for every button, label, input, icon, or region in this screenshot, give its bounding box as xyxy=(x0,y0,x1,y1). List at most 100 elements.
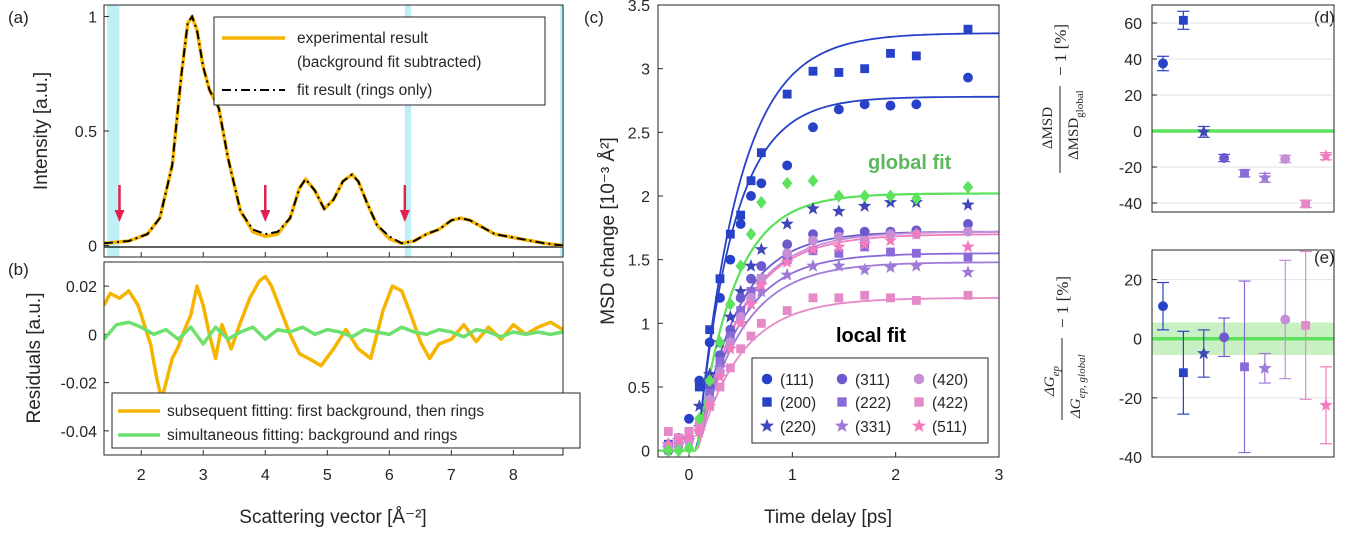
point-square-1-10 xyxy=(782,89,792,99)
point-star-2-16 xyxy=(961,197,975,211)
point-star-8-7 xyxy=(734,316,748,329)
point-circle-3-9 xyxy=(756,261,767,271)
point-star-5-11 xyxy=(806,259,820,272)
fit-curve-5 xyxy=(658,261,999,452)
fit-curve-4 xyxy=(658,252,999,452)
legend-a-label-2: fit result (rings only) xyxy=(297,82,432,99)
point-star-2-3 xyxy=(692,399,706,412)
point-d-5 xyxy=(1258,170,1272,184)
ylabel-e-denominator: ΔGep, global xyxy=(1068,354,1088,419)
fit-curve-8 xyxy=(658,233,999,452)
ylabel-c: MSD change [10⁻³ Å²] xyxy=(598,137,619,324)
point-star-8-1 xyxy=(672,433,686,447)
point-star-2-9 xyxy=(754,242,768,256)
point-star-5-16 xyxy=(961,265,975,279)
panel-label-d: (d) xyxy=(1314,8,1335,27)
point-star-8-5 xyxy=(713,369,727,383)
point-e-3 xyxy=(1219,332,1230,343)
point-square-1-5 xyxy=(715,274,725,284)
point-square-1-11 xyxy=(808,66,818,76)
point-square-1-9 xyxy=(756,148,766,158)
point-diamond-9-14 xyxy=(885,189,896,203)
point-circle-0-10 xyxy=(782,160,793,171)
point-square-7-7 xyxy=(736,344,746,354)
point-star-5-13 xyxy=(858,262,872,276)
point-circle-0-13 xyxy=(859,99,870,110)
xtick-label-b-4: 6 xyxy=(385,467,394,484)
legend-c-label-3: (311) xyxy=(855,372,890,389)
shaded-region-1 xyxy=(404,5,412,257)
point-star-8-9 xyxy=(754,278,768,291)
point-diamond-9-2 xyxy=(683,441,695,455)
axes-frame-d xyxy=(1151,4,1335,213)
ytick-label-e-2: 0 xyxy=(1133,332,1142,349)
panel-label-c: (c) xyxy=(584,8,604,27)
series-fit xyxy=(104,14,563,247)
point-e-0 xyxy=(1158,301,1168,312)
fit-curve-0 xyxy=(658,95,999,452)
legend-a-label-1b: (background fit subtracted) xyxy=(297,54,481,71)
axes-frame-a xyxy=(103,4,564,258)
ytick-label-c-6: 3 xyxy=(641,62,650,79)
legend-b-label-1: subsequent fitting: first background, th… xyxy=(167,403,484,420)
xtick-label-b-2: 4 xyxy=(261,467,270,484)
xtick-label-b-6: 8 xyxy=(509,467,518,484)
panel-e-plot: -40 -20 0 20 ΔGep ΔGep, global − 1 [%] xyxy=(1042,249,1335,467)
point-square-4-12 xyxy=(834,248,844,258)
xtick-label-c-2: 2 xyxy=(891,467,900,484)
point-diamond-9-10 xyxy=(781,176,793,190)
point-star-2-11 xyxy=(806,201,820,215)
point-diamond-9-7 xyxy=(735,259,746,273)
xtick-label-c-0: 0 xyxy=(685,467,694,484)
ytick-label-d-2: 0 xyxy=(1133,124,1142,141)
point-circle-0-11 xyxy=(808,122,818,133)
legend-c-label-6: (420) xyxy=(932,372,968,389)
point-star-8-10 xyxy=(780,255,794,268)
point-square-1-7 xyxy=(736,210,746,220)
point-circle-6-16 xyxy=(963,226,973,237)
point-star-8-0 xyxy=(661,437,675,450)
point-square-7-16 xyxy=(963,290,973,300)
panel-a-plot: 0 0.5 1 Intensity [a.u.] experimental resu… xyxy=(31,4,564,258)
point-diamond-9-12 xyxy=(833,189,845,203)
point-circle-0-5 xyxy=(715,292,725,303)
point-circle-0-14 xyxy=(885,100,896,111)
panel-label-e: (e) xyxy=(1314,248,1335,267)
legend-c-marker-8 xyxy=(911,418,927,432)
point-circle-6-12 xyxy=(833,231,844,242)
legend-c: (111) (200) (220) (311) (222) (331) (420) (422)… xyxy=(751,357,989,444)
annotation-local-fit: local fit xyxy=(836,325,906,347)
point-square-7-15 xyxy=(911,295,921,305)
point-diamond-9-1 xyxy=(673,444,684,458)
ylabel-e-tail: − 1 [%] xyxy=(1053,276,1072,328)
point-circle-6-10 xyxy=(782,248,793,259)
point-d-1 xyxy=(1178,15,1188,25)
fit-curve-1 xyxy=(658,32,999,452)
point-circle-0-9 xyxy=(756,178,767,189)
point-square-1-15 xyxy=(911,51,921,61)
axes-frame-e xyxy=(1151,249,1335,458)
point-square-7-6 xyxy=(725,363,735,373)
panel-label-a: (a) xyxy=(8,8,29,27)
point-square-1-12 xyxy=(834,68,844,77)
point-circle-0-7 xyxy=(735,219,746,229)
series-residual-1 xyxy=(104,320,563,346)
panel-label-b: (b) xyxy=(8,260,29,279)
legend-c-label-2: (220) xyxy=(780,419,816,436)
ytick-label-d-4: 40 xyxy=(1124,52,1142,69)
series-residual-0 xyxy=(104,274,563,402)
panel-c-plot: 0 0.5 1 1.5 2 2.5 3 3.5 0 1 2 3 MSD change [10⁻³ Å²… xyxy=(598,0,1004,528)
ytick-label-b-3: 0.02 xyxy=(66,279,97,296)
point-square-7-0 xyxy=(663,427,673,436)
ylabel-d-numerator: ΔMSD xyxy=(1040,107,1056,149)
arrow-head-0 xyxy=(114,210,125,222)
ytick-label-a-0: 0 xyxy=(88,239,97,256)
point-diamond-9-15 xyxy=(911,192,922,206)
point-diamond-9-6 xyxy=(725,297,736,311)
ytick-label-b-2: 0 xyxy=(88,327,97,344)
point-star-2-6 xyxy=(723,309,737,323)
ytick-label-c-3: 1.5 xyxy=(628,253,650,270)
ytick-label-a-1: 0.5 xyxy=(75,124,97,141)
point-star-8-13 xyxy=(858,237,872,250)
point-e-2 xyxy=(1197,346,1211,360)
